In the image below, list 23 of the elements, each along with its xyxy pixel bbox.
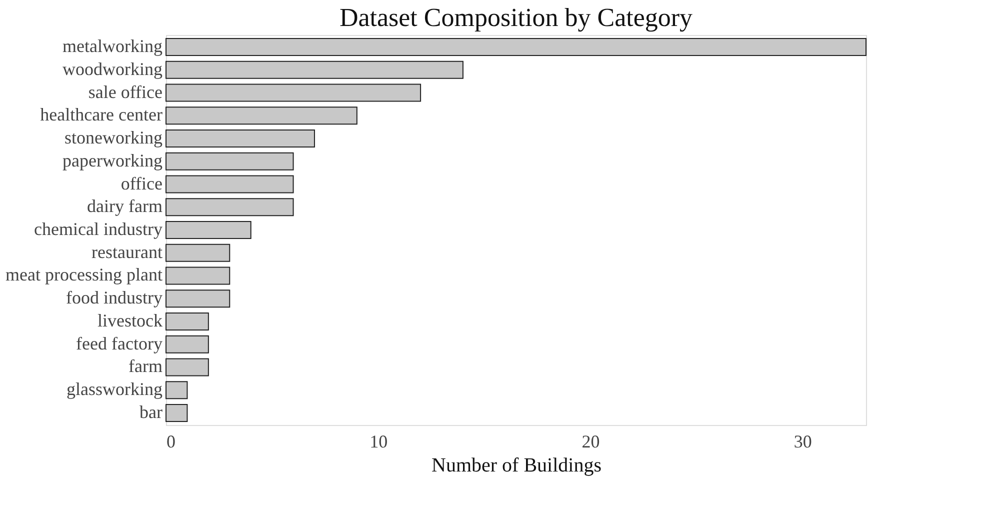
x-tick-label: 20 <box>582 432 600 452</box>
y-tick-label: chemical industry <box>34 219 162 239</box>
y-tick-label: stoneworking <box>64 128 162 148</box>
y-tick-label: restaurant <box>92 242 162 262</box>
y-tick-label: healthcare center <box>40 104 163 125</box>
y-tick-label: woodworking <box>62 58 162 79</box>
y-tick-label: food industry <box>66 288 162 308</box>
x-axis-title: Number of Buildings <box>432 454 602 476</box>
y-tick-label: sale office <box>88 82 162 102</box>
x-tick-label: 30 <box>794 432 812 452</box>
x-tick-label: 10 <box>370 432 388 452</box>
y-tick-label: glassworking <box>66 379 162 400</box>
y-tick-label: office <box>120 173 162 194</box>
y-tick-label: dairy farm <box>87 196 162 216</box>
y-tick-label: feed factory <box>76 333 162 354</box>
y-tick-label: farm <box>128 356 162 376</box>
chart-title: Dataset Composition by Category <box>339 3 693 32</box>
y-tick-label: metalworking <box>62 36 162 56</box>
y-tick-label: meat processing plant <box>6 264 162 285</box>
x-tick-label: 0 <box>166 432 176 452</box>
y-tick-label: paperworking <box>62 150 162 170</box>
y-tick-label: livestock <box>98 310 162 330</box>
y-tick-label: bar <box>140 402 163 422</box>
